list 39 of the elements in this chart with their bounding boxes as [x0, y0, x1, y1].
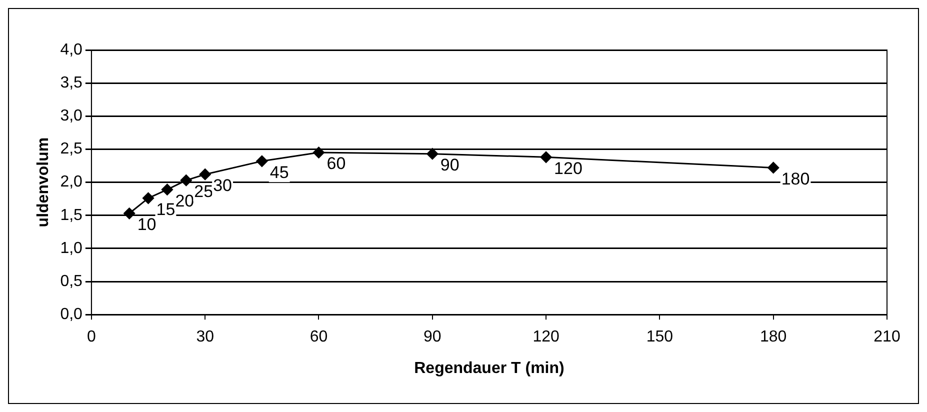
- annotation: 90: [440, 156, 460, 175]
- x-tick-label: 210: [874, 328, 900, 346]
- point: [161, 184, 173, 196]
- annotation: 10: [137, 215, 156, 234]
- annotation: 120: [554, 158, 582, 178]
- x-tick-label: 60: [310, 328, 328, 346]
- x-tick-label: 30: [196, 328, 214, 346]
- y-tick-label: 1,5: [60, 206, 83, 224]
- point: [199, 168, 211, 180]
- y-tick-label: 1,0: [60, 240, 83, 257]
- point: [142, 192, 154, 204]
- x-tick-label: 120: [532, 328, 560, 346]
- annotation: 15: [156, 200, 176, 219]
- point: [256, 155, 268, 167]
- y-tick-label: 2,5: [60, 140, 83, 158]
- annotation: 25: [194, 182, 214, 202]
- point: [180, 174, 192, 186]
- point: [312, 146, 324, 158]
- y-tick-label: 2,0: [60, 174, 83, 191]
- annotation: 60: [326, 154, 346, 174]
- x-tick-label: 0: [86, 328, 96, 346]
- x-tick-label: 150: [646, 328, 674, 346]
- annotation: 45: [270, 162, 289, 182]
- y-tick-label: 3,0: [60, 108, 83, 125]
- point: [426, 148, 438, 160]
- point: [124, 208, 136, 220]
- point: [540, 151, 552, 163]
- y-tick-label: 4,0: [60, 41, 83, 58]
- y-tick-label: 3,5: [60, 74, 83, 92]
- annotation: 20: [175, 191, 194, 210]
- y-axis-title: uldenvolum: [35, 137, 52, 228]
- x-tick-label: 90: [423, 328, 442, 346]
- y-tick-label: 0,5: [60, 272, 83, 290]
- annotation: 180: [781, 169, 810, 188]
- point: [768, 162, 780, 174]
- x-axis-title: Regendauer T (min): [414, 360, 564, 377]
- annotation: 30: [213, 176, 232, 196]
- y-tick-label: 0,0: [60, 306, 83, 324]
- x-tick-label: 180: [760, 328, 787, 346]
